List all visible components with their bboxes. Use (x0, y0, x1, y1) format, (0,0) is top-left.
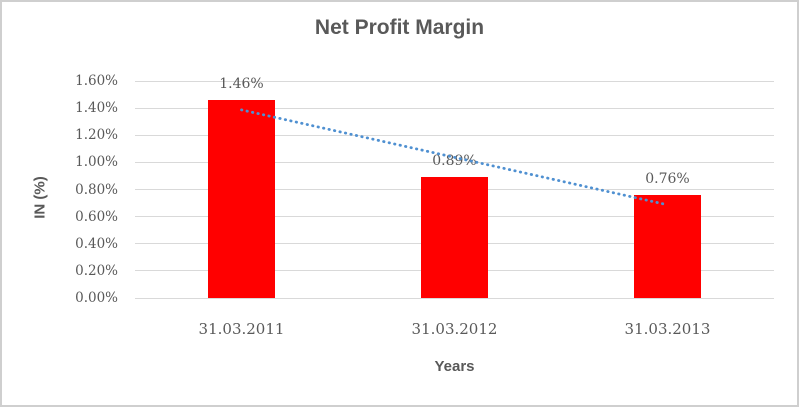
y-axis-tick-labels: 0.00% 0.20% 0.40% 0.60% 0.80% 1.00% 1.20% 1.40%… (2, 73, 126, 306)
y-tick-label: 0.20% (75, 262, 118, 279)
y-tick-label: 1.20% (75, 127, 118, 144)
x-tick-label: 31.03.2011 (198, 320, 285, 338)
x-tick-label: 31.03.2013 (624, 320, 711, 338)
y-tick-label: 0.40% (75, 235, 118, 252)
x-axis-tick-labels: 31.03.2011 31.03.2012 31.03.2013 (135, 320, 774, 340)
bar-31.03.2012 (421, 177, 488, 298)
gridline (135, 161, 774, 163)
y-tick-label: 1.00% (75, 154, 118, 171)
trendline (240, 108, 669, 207)
gridline (135, 80, 774, 82)
plot-area: 1.46% 0.89% 0.76% (135, 77, 774, 299)
x-tick-label: 31.03.2012 (411, 320, 498, 338)
bar-31.03.2011 (208, 100, 275, 298)
y-tick-label: 1.40% (75, 100, 118, 117)
data-label: 0.76% (645, 170, 690, 187)
bar-31.03.2013 (634, 194, 701, 298)
chart-title: Net Profit Margin (314, 16, 485, 39)
data-label: 1.46% (219, 76, 264, 92)
gridline (135, 134, 774, 136)
y-tick-label: 0.60% (75, 208, 118, 225)
data-label: 0.89% (432, 153, 477, 170)
y-tick-label: 0.80% (75, 181, 118, 198)
gridline (135, 297, 774, 299)
gridline (135, 107, 774, 109)
x-axis-title: Years (434, 358, 475, 375)
y-tick-label: 1.60% (75, 73, 118, 89)
y-tick-label: 0.00% (75, 290, 118, 306)
